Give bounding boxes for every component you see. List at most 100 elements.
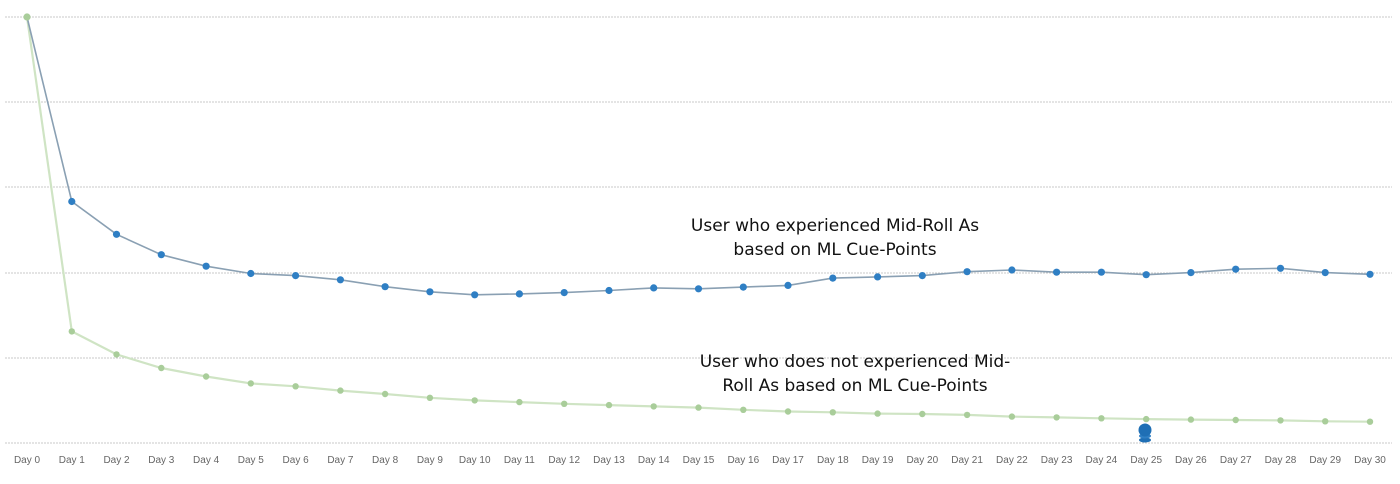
x-tick-label: Day 5 xyxy=(238,455,265,466)
timeline-marker-icon xyxy=(1138,423,1152,443)
x-tick-label: Day 4 xyxy=(193,455,220,466)
x-tick-label: Day 22 xyxy=(996,455,1028,466)
annotation-experienced: User who experienced Mid-Roll As based o… xyxy=(670,214,1000,262)
data-point xyxy=(337,387,344,394)
x-tick-label: Day 10 xyxy=(459,455,491,466)
data-point xyxy=(247,380,254,387)
data-point xyxy=(1053,414,1060,421)
x-tick-label: Day 6 xyxy=(283,455,310,466)
x-tick-label: Day 28 xyxy=(1265,455,1297,466)
data-point xyxy=(1322,418,1329,425)
data-point xyxy=(650,284,658,292)
x-tick-label: Day 23 xyxy=(1041,455,1073,466)
data-point xyxy=(919,410,926,418)
data-point xyxy=(1097,268,1105,276)
annotation-experienced-line-1: User who experienced Mid-Roll As xyxy=(690,216,980,236)
x-tick-label: Day 18 xyxy=(817,455,849,466)
x-tick-label: Day 3 xyxy=(148,455,175,466)
data-point xyxy=(650,403,657,410)
data-point xyxy=(1187,416,1195,423)
x-tick-label: Day 8 xyxy=(372,455,399,466)
data-point xyxy=(963,411,971,419)
x-tick-label: Day 27 xyxy=(1220,455,1252,466)
annotation-not-experienced: User who does not experienced Mid- Roll … xyxy=(680,350,1030,398)
data-point xyxy=(740,406,747,413)
data-point xyxy=(784,281,792,289)
annotation-not-experienced-line-1: User who does not experienced Mid- xyxy=(699,352,1011,372)
x-tick-label: Day 0 xyxy=(14,455,41,466)
data-point xyxy=(471,397,478,404)
data-point xyxy=(829,274,837,282)
data-point xyxy=(68,328,76,335)
data-point xyxy=(829,409,836,416)
data-point xyxy=(1008,266,1016,274)
annotation-experienced-line-2: based on ML Cue-Points xyxy=(733,240,937,260)
data-point xyxy=(247,269,255,278)
data-point xyxy=(158,364,165,372)
data-point xyxy=(694,285,703,293)
data-point xyxy=(471,291,479,299)
data-point xyxy=(381,283,389,291)
data-point xyxy=(605,401,613,409)
data-point xyxy=(1366,418,1374,425)
data-point xyxy=(918,272,926,280)
x-tick-label: Day 21 xyxy=(951,455,983,466)
data-point xyxy=(292,383,299,390)
data-point xyxy=(292,272,300,280)
x-tick-label: Day 25 xyxy=(1130,455,1162,466)
x-axis-ticks: Day 0 Day 1 Day 2 Day 3 Day 4 Day 5 Day 6 Day 7… xyxy=(14,455,1386,466)
data-point xyxy=(1142,271,1150,279)
x-tick-label: Day 29 xyxy=(1309,455,1341,466)
x-tick-label: Day 24 xyxy=(1086,455,1118,466)
data-point xyxy=(202,373,210,380)
x-tick-label: Day 26 xyxy=(1175,455,1207,466)
data-point xyxy=(23,13,31,21)
data-point xyxy=(605,286,613,295)
data-point xyxy=(963,268,971,276)
series-points xyxy=(23,13,1374,425)
x-tick-label: Day 19 xyxy=(862,455,894,466)
x-tick-label: Day 11 xyxy=(504,455,535,466)
data-point xyxy=(426,394,434,401)
data-point xyxy=(157,251,165,259)
x-tick-label: Day 1 xyxy=(59,455,86,466)
data-point xyxy=(1232,416,1239,424)
data-point xyxy=(68,197,76,206)
x-tick-label: Day 13 xyxy=(593,455,625,466)
x-tick-label: Day 20 xyxy=(906,455,938,466)
data-point xyxy=(739,283,747,291)
data-point xyxy=(1008,413,1016,420)
data-point xyxy=(1098,415,1105,422)
data-point xyxy=(561,400,568,407)
data-point xyxy=(381,390,389,398)
data-point xyxy=(1232,265,1240,273)
data-point xyxy=(874,273,882,281)
x-tick-label: Day 2 xyxy=(103,455,130,466)
data-point xyxy=(112,230,121,238)
x-tick-label: Day 17 xyxy=(772,455,804,466)
gridlines xyxy=(5,16,1392,444)
data-point xyxy=(1053,268,1061,276)
x-tick-label: Day 12 xyxy=(548,455,580,466)
data-point xyxy=(1187,269,1195,277)
data-point xyxy=(1277,417,1284,424)
x-tick-label: Day 9 xyxy=(417,455,444,466)
x-tick-label: Day 7 xyxy=(327,455,354,466)
data-point xyxy=(784,408,792,415)
data-point xyxy=(113,351,120,358)
data-point xyxy=(426,288,434,296)
x-tick-label: Day 30 xyxy=(1354,455,1386,466)
data-point xyxy=(1276,264,1285,272)
annotation-not-experienced-line-2: Roll As based on ML Cue-Points xyxy=(722,376,988,396)
x-tick-label: Day 14 xyxy=(638,455,670,466)
x-tick-label: Day 16 xyxy=(727,455,759,466)
data-point xyxy=(1321,269,1329,277)
data-point xyxy=(515,290,524,298)
data-point xyxy=(336,276,344,284)
data-point xyxy=(695,404,702,411)
x-tick-label: Day 15 xyxy=(683,455,715,466)
data-point xyxy=(202,262,210,270)
data-point xyxy=(516,398,523,406)
data-point xyxy=(874,410,881,417)
